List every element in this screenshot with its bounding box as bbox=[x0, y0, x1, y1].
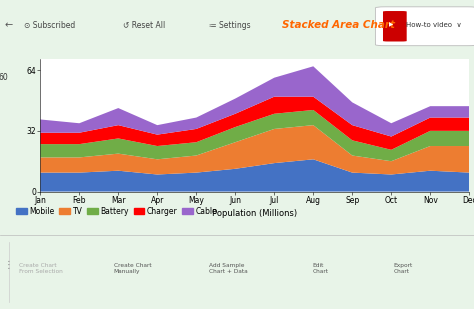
Text: ↺ Reset All: ↺ Reset All bbox=[123, 21, 165, 30]
Text: ▶: ▶ bbox=[389, 23, 393, 28]
Legend: Mobile, TV, Battery, Charger, Cable: Mobile, TV, Battery, Charger, Cable bbox=[13, 204, 220, 219]
Text: Edit
Chart: Edit Chart bbox=[313, 263, 329, 273]
Text: 60: 60 bbox=[0, 73, 8, 82]
Text: ⋮: ⋮ bbox=[4, 260, 14, 269]
Text: ≔ Settings: ≔ Settings bbox=[209, 21, 250, 30]
Text: How-to video  ∨: How-to video ∨ bbox=[406, 22, 461, 28]
FancyBboxPatch shape bbox=[375, 7, 474, 46]
Text: ⊙ Subscribed: ⊙ Subscribed bbox=[24, 21, 75, 30]
Text: Export
Chart: Export Chart bbox=[393, 263, 413, 273]
Text: ←: ← bbox=[5, 20, 13, 30]
Text: Stacked Area Chart: Stacked Area Chart bbox=[282, 20, 395, 30]
Text: Add Sample
Chart + Data: Add Sample Chart + Data bbox=[209, 263, 247, 273]
X-axis label: Population (Millions): Population (Millions) bbox=[212, 209, 297, 218]
Text: Create Chart
Manually: Create Chart Manually bbox=[114, 263, 151, 273]
Text: Create Chart
From Selection: Create Chart From Selection bbox=[19, 263, 63, 273]
FancyBboxPatch shape bbox=[383, 11, 407, 41]
